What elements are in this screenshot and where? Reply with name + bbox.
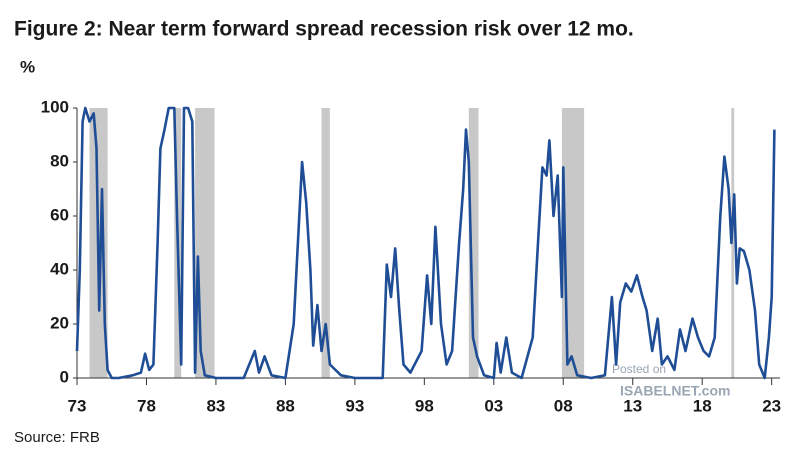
y-tick-label: 100 [41,97,69,116]
recession-band [468,108,479,378]
source: Source: FRB [14,429,100,446]
watermark: Posted on [612,362,666,376]
x-tick-label: 93 [345,396,364,415]
y-tick-label: 20 [50,313,69,332]
y-tick-label: 0 [60,367,69,386]
chart-title: Figure 2: Near term forward spread reces… [14,18,634,41]
y-tick-label: 40 [50,259,69,278]
y-tick-label: 80 [50,151,69,170]
x-tick-label: 83 [206,396,225,415]
x-tick-label: 03 [484,396,503,415]
watermark: ISABELNET.com [620,383,730,399]
y-tick-label: 60 [50,205,69,224]
x-tick-label: 88 [276,396,295,415]
x-tick-label: 23 [762,396,781,415]
x-tick-label: 98 [415,396,434,415]
recession-band [195,108,215,378]
x-tick-label: 73 [68,396,87,415]
series-line [75,106,776,380]
x-tick-label: 08 [554,396,573,415]
y-unit: % [20,57,35,76]
x-tick-label: 78 [137,396,156,415]
x-tick-label: 18 [693,396,712,415]
recession-band [321,108,330,378]
x-tick-label: 13 [623,396,642,415]
recession-band [731,108,735,378]
